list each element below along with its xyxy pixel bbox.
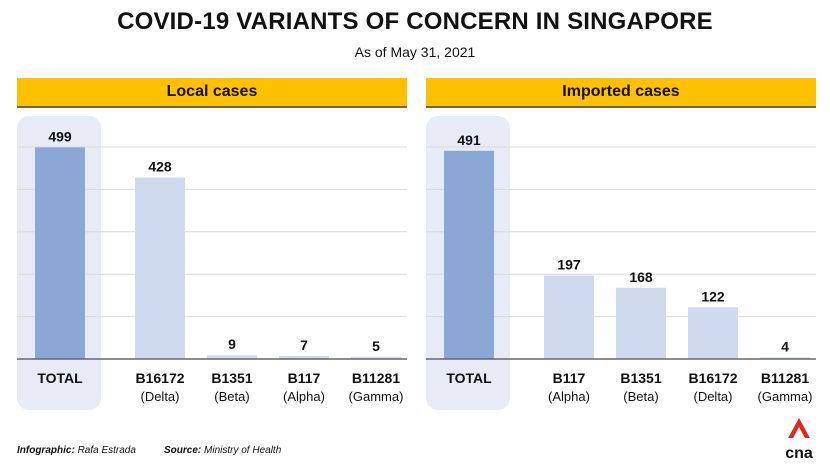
banner-divider bbox=[426, 106, 816, 108]
category-sublabel: (Delta) bbox=[693, 389, 732, 404]
data-label: 168 bbox=[629, 269, 653, 285]
data-label: 7 bbox=[300, 337, 308, 353]
bar-b117 bbox=[279, 356, 329, 359]
category-label: B1351 bbox=[620, 370, 661, 386]
cna-logo-text: cna bbox=[785, 445, 813, 462]
local-cases-panel: 499 TOTAL 428 B16172 (Delta) 9 B1351 (Beta) 7 B11… bbox=[17, 78, 407, 418]
local-cases-banner: Local cases bbox=[17, 78, 407, 106]
bar-b11281 bbox=[351, 356, 401, 359]
cna-logo-icon: cna bbox=[782, 418, 816, 462]
data-label: 197 bbox=[557, 256, 581, 272]
imported-cases-panel: 491 TOTAL 197 B117 (Alpha) 168 B1351 (Beta) 122 B… bbox=[426, 78, 816, 418]
category-sublabel: (Beta) bbox=[214, 389, 249, 404]
bar-b117 bbox=[544, 275, 594, 359]
data-label: 122 bbox=[701, 288, 725, 304]
bar-b1351 bbox=[616, 287, 666, 359]
category-label: B16172 bbox=[135, 370, 184, 386]
data-label: 9 bbox=[228, 336, 236, 352]
category-label: B11281 bbox=[352, 370, 400, 386]
bar-total bbox=[35, 147, 85, 359]
data-label: 499 bbox=[48, 128, 72, 144]
bar-b16172 bbox=[135, 177, 185, 359]
data-label: 5 bbox=[372, 338, 380, 354]
imported-cases-chart: 491 TOTAL 197 B117 (Alpha) 168 B1351 (Beta) 122 B… bbox=[426, 116, 816, 410]
infographic-credit-value: Rafa Estrada bbox=[77, 445, 136, 456]
category-label: TOTAL bbox=[446, 370, 492, 386]
data-label: 4 bbox=[781, 338, 789, 354]
category-sublabel: (Alpha) bbox=[548, 389, 590, 404]
category-sublabel: (Alpha) bbox=[283, 389, 325, 404]
bar-b11281 bbox=[760, 357, 810, 359]
imported-cases-banner: Imported cases bbox=[426, 78, 816, 106]
source-credit: Source: Ministry of Health bbox=[164, 445, 281, 456]
bar-b16172 bbox=[688, 307, 738, 359]
infographic-credit-label: Infographic: bbox=[17, 445, 75, 456]
category-label: B117 bbox=[288, 370, 321, 386]
bar-total bbox=[444, 150, 494, 359]
category-sublabel: (Beta) bbox=[623, 389, 658, 404]
category-label: B1351 bbox=[211, 370, 252, 386]
bar-b1351 bbox=[207, 355, 257, 359]
category-label: B16172 bbox=[688, 370, 737, 386]
page-subtitle: As of May 31, 2021 bbox=[354, 44, 476, 60]
banner-divider bbox=[17, 106, 407, 108]
source-credit-value: Ministry of Health bbox=[204, 445, 282, 456]
category-label: TOTAL bbox=[37, 370, 83, 386]
data-label: 491 bbox=[457, 132, 481, 148]
category-label: B11281 bbox=[761, 370, 809, 386]
source-credit-label: Source: bbox=[164, 445, 202, 456]
category-sublabel: (Gamma) bbox=[349, 389, 404, 404]
local-cases-chart: 499 TOTAL 428 B16172 (Delta) 9 B1351 (Beta) 7 B11… bbox=[17, 116, 407, 410]
infographic-credit: Infographic: Rafa Estrada bbox=[17, 445, 136, 456]
category-sublabel: (Gamma) bbox=[758, 389, 813, 404]
page-title: COVID-19 VARIANTS OF CONCERN IN SINGAPOR… bbox=[117, 8, 713, 35]
data-label: 428 bbox=[148, 159, 172, 175]
category-label: B117 bbox=[553, 370, 586, 386]
category-sublabel: (Delta) bbox=[140, 389, 179, 404]
